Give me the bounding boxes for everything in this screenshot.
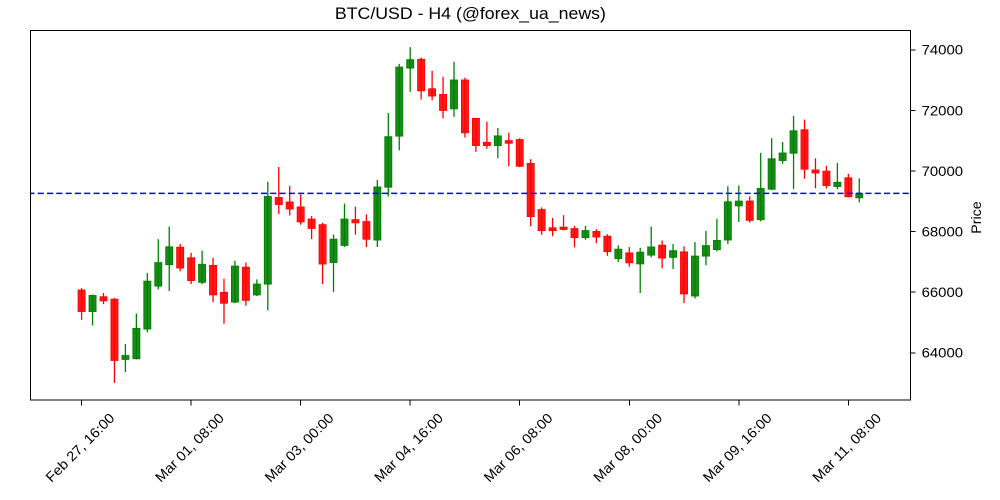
svg-text:68000: 68000	[922, 223, 964, 239]
svg-text:66000: 66000	[922, 284, 964, 300]
svg-text:72000: 72000	[922, 102, 964, 118]
svg-text:64000: 64000	[922, 345, 964, 361]
svg-text:70000: 70000	[922, 163, 964, 179]
svg-text:Price: Price	[968, 201, 984, 234]
svg-text:BTC/USD - H4 (@forex_ua_news): BTC/USD - H4 (@forex_ua_news)	[335, 4, 606, 23]
svg-text:74000: 74000	[922, 42, 964, 58]
